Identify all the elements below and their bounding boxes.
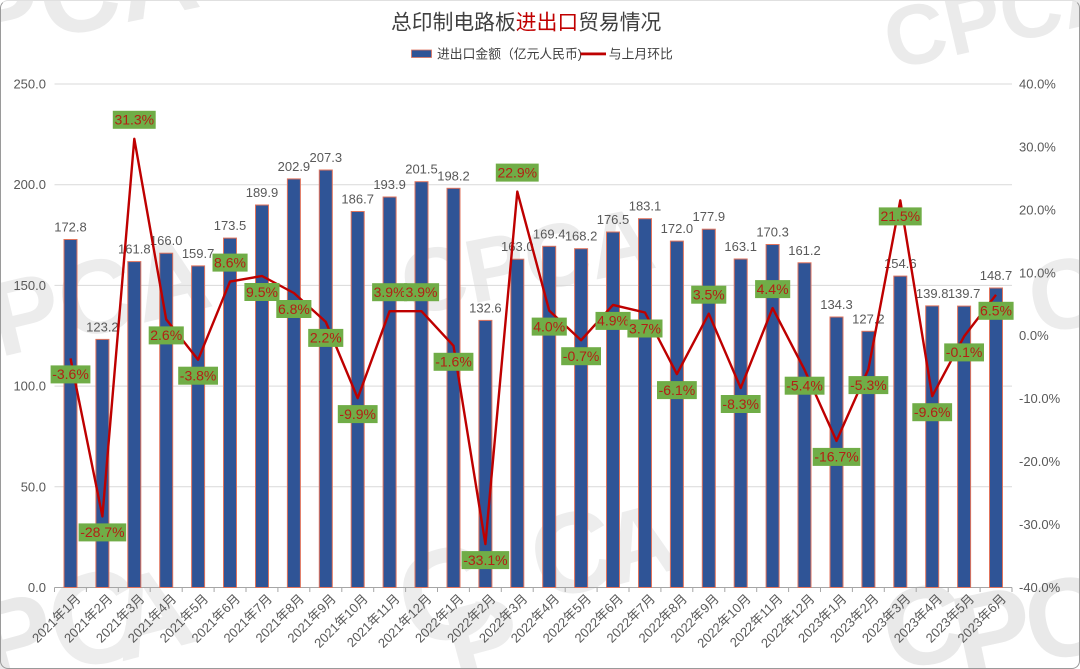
- svg-text:40.0%: 40.0%: [1019, 77, 1056, 92]
- svg-text:170.3: 170.3: [756, 225, 789, 240]
- svg-text:-10.0%: -10.0%: [1019, 391, 1061, 406]
- svg-text:177.9: 177.9: [693, 209, 726, 224]
- svg-text:134.3: 134.3: [820, 297, 853, 312]
- svg-text:-5.4%: -5.4%: [786, 378, 823, 394]
- svg-text:0.0%: 0.0%: [1019, 328, 1049, 343]
- svg-text:198.2: 198.2: [437, 168, 470, 183]
- svg-text:-0.7%: -0.7%: [563, 348, 600, 364]
- svg-text:139.7: 139.7: [948, 286, 981, 301]
- svg-text:4.0%: 4.0%: [533, 318, 565, 334]
- svg-text:-8.3%: -8.3%: [722, 396, 759, 412]
- svg-text:168.2: 168.2: [565, 229, 598, 244]
- svg-text:6.5%: 6.5%: [980, 303, 1012, 319]
- svg-text:166.0: 166.0: [150, 233, 183, 248]
- svg-text:-28.7%: -28.7%: [80, 524, 124, 540]
- svg-text:3.9%: 3.9%: [374, 284, 406, 300]
- svg-text:200.0: 200.0: [13, 177, 46, 192]
- svg-text:176.5: 176.5: [597, 212, 630, 227]
- svg-text:201.5: 201.5: [405, 162, 438, 177]
- svg-text:169.4: 169.4: [533, 226, 566, 241]
- svg-text:20.0%: 20.0%: [1019, 202, 1056, 217]
- svg-text:189.9: 189.9: [246, 185, 279, 200]
- svg-text:3.9%: 3.9%: [406, 284, 438, 300]
- svg-text:172.8: 172.8: [54, 220, 87, 235]
- svg-text:22.9%: 22.9%: [497, 164, 537, 180]
- svg-text:6.8%: 6.8%: [278, 301, 310, 317]
- svg-text:-6.1%: -6.1%: [659, 382, 696, 398]
- svg-text:-0.1%: -0.1%: [946, 344, 983, 360]
- svg-text:3.7%: 3.7%: [629, 320, 661, 336]
- svg-text:183.1: 183.1: [629, 199, 662, 214]
- svg-text:-3.8%: -3.8%: [180, 368, 217, 384]
- svg-text:172.0: 172.0: [661, 221, 694, 236]
- svg-text:139.8: 139.8: [916, 286, 949, 301]
- svg-text:-30.0%: -30.0%: [1019, 517, 1061, 532]
- svg-text:2.6%: 2.6%: [150, 327, 182, 343]
- svg-text:163.0: 163.0: [501, 239, 534, 254]
- svg-text:-20.0%: -20.0%: [1019, 454, 1061, 469]
- svg-text:148.7: 148.7: [980, 268, 1013, 283]
- svg-text:3.5%: 3.5%: [693, 287, 725, 303]
- svg-text:30.0%: 30.0%: [1019, 139, 1056, 154]
- svg-text:50.0: 50.0: [21, 479, 46, 494]
- svg-text:-40.0%: -40.0%: [1019, 580, 1061, 595]
- svg-text:202.9: 202.9: [278, 159, 311, 174]
- svg-text:与上月环比: 与上月环比: [609, 47, 673, 62]
- svg-text:0.0: 0.0: [28, 580, 46, 595]
- svg-text:100.0: 100.0: [13, 379, 46, 394]
- svg-text:CPCA: CPCA: [875, 0, 1080, 89]
- svg-text:161.2: 161.2: [788, 243, 821, 258]
- svg-text:10.0%: 10.0%: [1019, 265, 1056, 280]
- svg-text:186.7: 186.7: [341, 192, 374, 207]
- svg-text:总印制电路板进出口贸易情况: 总印制电路板进出口贸易情况: [391, 12, 662, 35]
- svg-text:-33.1%: -33.1%: [463, 552, 507, 568]
- svg-text:132.6: 132.6: [469, 300, 502, 315]
- svg-text:159.7: 159.7: [182, 246, 215, 261]
- svg-text:250.0: 250.0: [13, 77, 46, 92]
- svg-text:154.6: 154.6: [884, 256, 917, 271]
- svg-text:4.9%: 4.9%: [597, 313, 629, 329]
- svg-text:-9.9%: -9.9%: [339, 406, 376, 422]
- svg-text:-3.6%: -3.6%: [52, 366, 89, 382]
- svg-text:-9.6%: -9.6%: [914, 404, 951, 420]
- svg-text:150.0: 150.0: [13, 278, 46, 293]
- svg-text:进出口金额（亿元人民币): 进出口金额（亿元人民币): [437, 47, 582, 62]
- svg-text:123.2: 123.2: [86, 319, 119, 334]
- svg-text:31.3%: 31.3%: [114, 112, 154, 128]
- svg-text:4.4%: 4.4%: [757, 281, 789, 297]
- svg-text:173.5: 173.5: [214, 218, 247, 233]
- svg-text:161.8: 161.8: [118, 242, 151, 257]
- svg-text:2.2%: 2.2%: [310, 330, 342, 346]
- svg-text:-16.7%: -16.7%: [814, 449, 858, 465]
- svg-text:8.6%: 8.6%: [214, 254, 246, 270]
- svg-text:9.5%: 9.5%: [246, 284, 278, 300]
- svg-text:207.3: 207.3: [310, 150, 343, 165]
- svg-text:193.9: 193.9: [373, 177, 406, 192]
- svg-text:21.5%: 21.5%: [880, 208, 920, 224]
- svg-text:-5.3%: -5.3%: [850, 377, 887, 393]
- svg-text:163.1: 163.1: [724, 239, 757, 254]
- svg-text:-1.6%: -1.6%: [435, 354, 472, 370]
